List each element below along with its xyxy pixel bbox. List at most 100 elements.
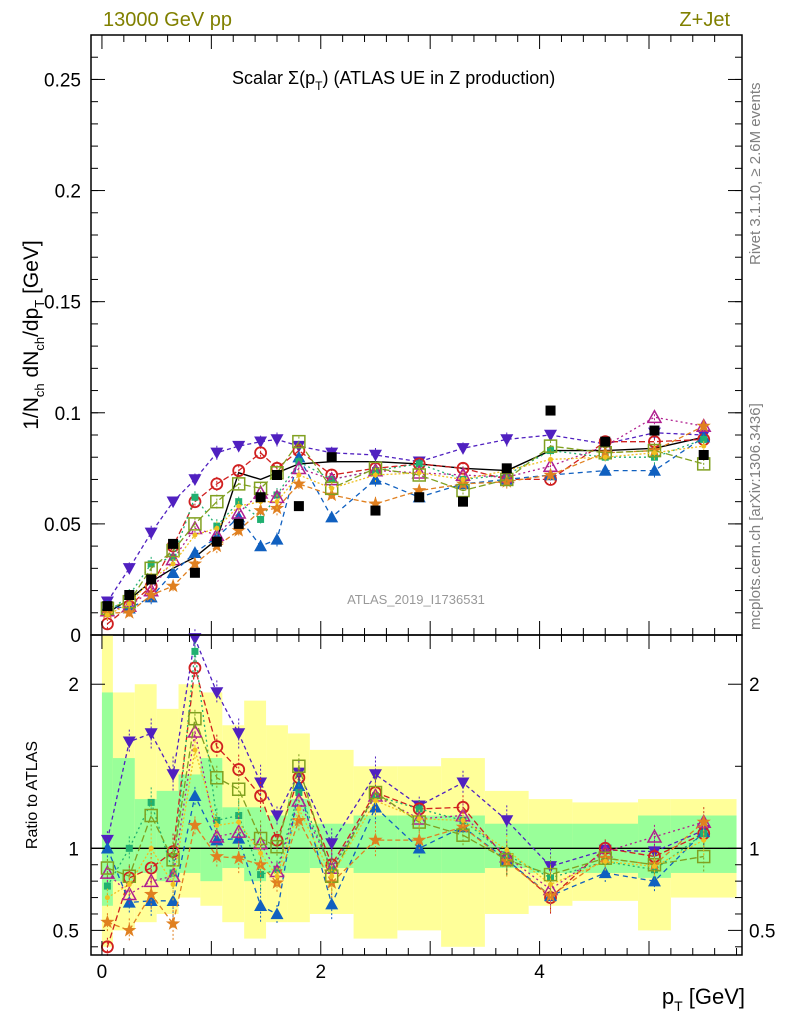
mc-point — [270, 532, 284, 545]
mc-point — [456, 483, 470, 498]
mc-point — [144, 587, 159, 602]
ratio-point — [122, 736, 136, 749]
data-point — [649, 425, 660, 436]
ratio-point — [291, 812, 306, 827]
ratio-point — [214, 822, 220, 828]
mc-point — [214, 525, 220, 531]
mcplots-label: mcplots.cern.ch [arXiv:1306.3436] — [747, 403, 764, 630]
mc-point — [368, 472, 382, 485]
ratio-point — [329, 873, 335, 879]
ratio-point — [270, 907, 284, 920]
mc-point — [696, 418, 711, 433]
mc-point — [325, 510, 339, 523]
main-y-axis-label: 1/Nch dNch/dpT [GeV] — [20, 240, 47, 430]
mc-point — [232, 464, 246, 477]
ratio-y-tick-label-right: 1 — [749, 839, 760, 860]
ratio-point — [257, 871, 265, 879]
ratio-point — [602, 858, 608, 864]
mc-point — [602, 454, 608, 460]
ratio-point — [210, 740, 224, 753]
mc-point — [416, 470, 422, 476]
ratio-point — [103, 882, 111, 890]
mc-point — [144, 527, 158, 540]
ratio-point — [100, 914, 115, 929]
mc-point — [210, 447, 224, 460]
ratio-point — [144, 808, 158, 823]
chart-title: Scalar Σ(pT) (ATLAS UE in Z production) — [232, 68, 555, 93]
ratio-point — [701, 837, 707, 843]
mc-point — [548, 456, 554, 462]
mc-point — [274, 499, 280, 505]
mc-point — [257, 515, 265, 523]
mc-point — [170, 561, 176, 567]
y-tick-label: 0.05 — [44, 515, 81, 536]
main-panel-frame — [90, 34, 743, 636]
ratio-point — [415, 805, 423, 813]
ratio-point — [368, 832, 383, 847]
mc-point — [296, 472, 302, 478]
ratio-point — [232, 728, 246, 740]
ratio-point — [270, 810, 284, 823]
ratio-point — [192, 747, 198, 753]
ratio-point — [411, 810, 428, 825]
mc-point — [192, 532, 198, 538]
ratio-point — [273, 866, 281, 874]
ratio-y-tick-label: 1 — [68, 839, 79, 860]
data-point — [233, 518, 244, 529]
ratio-point — [187, 817, 203, 832]
mc-point — [411, 464, 428, 479]
ratio-point — [148, 845, 154, 851]
mc-point — [646, 409, 663, 424]
ratio-point — [270, 839, 284, 854]
header-right: Z+Jet — [679, 9, 730, 31]
rivet-label: Rivet 3.1.10, ≥ 2.6M events — [747, 83, 764, 266]
ratio-point — [295, 789, 303, 797]
mc-point — [270, 434, 284, 446]
ratio-point — [100, 841, 114, 854]
data-point — [124, 590, 135, 600]
ratio-point — [548, 881, 554, 887]
mc-point — [254, 436, 268, 449]
ratio-point — [647, 846, 661, 859]
x-tick-label: 2 — [315, 962, 326, 983]
data-point — [501, 463, 512, 474]
uncertainty-band-inner — [112, 758, 135, 882]
mc-point — [126, 601, 132, 607]
ratio-series-8 — [104, 740, 707, 907]
data-point — [146, 574, 157, 585]
ratio-point — [125, 844, 133, 852]
ratio-point — [236, 819, 242, 825]
data-point — [370, 505, 381, 516]
ratio-point — [598, 866, 612, 879]
ratio-point — [646, 828, 663, 843]
ratio-point — [210, 687, 224, 699]
ratio-point — [258, 850, 264, 856]
analysis-watermark: ATLAS_2019_I1736531 — [347, 592, 485, 607]
uncertainty-band-inner — [101, 692, 113, 906]
mc-point — [368, 449, 382, 462]
mc-point — [701, 443, 707, 449]
mc-series-line — [107, 416, 704, 612]
mc-point — [230, 504, 247, 519]
mc-series-line — [107, 425, 704, 614]
mc-point — [236, 503, 242, 509]
ratio-point — [213, 816, 221, 824]
mc-point — [231, 477, 246, 491]
data-point — [698, 450, 709, 460]
ratio-point — [188, 789, 202, 802]
ratio-panel-frame — [90, 634, 743, 956]
ratio-point — [166, 769, 180, 781]
ratio-point — [292, 759, 306, 774]
ratio-y-tick-label: 0.5 — [53, 921, 79, 942]
mc-point — [329, 485, 335, 491]
ratio-point — [170, 881, 176, 887]
ratio-y-axis-label: Ratio to ATLAS — [24, 741, 41, 849]
mc-point — [122, 605, 137, 619]
ratio-point — [210, 771, 224, 785]
ratio-point — [254, 789, 267, 803]
ratio-point — [122, 895, 136, 908]
ratio-point — [296, 806, 302, 812]
mc-point — [166, 496, 180, 509]
mc-series-4 — [103, 434, 708, 618]
